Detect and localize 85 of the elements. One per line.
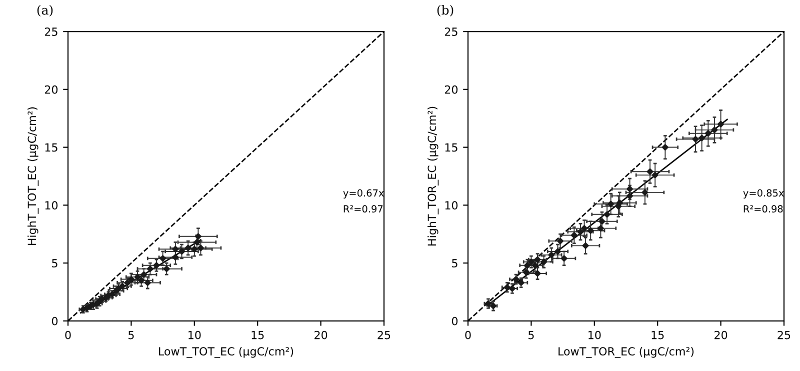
x-tick-label: 15 bbox=[652, 330, 664, 340]
x-tick-label: 5 bbox=[528, 330, 534, 340]
y-axis-title: HighT_TOT_EC (μgC/cm²) bbox=[28, 107, 39, 246]
point bbox=[570, 232, 578, 239]
point bbox=[144, 279, 151, 286]
x-tick-label: 20 bbox=[714, 330, 728, 340]
x-tick-label: 25 bbox=[378, 330, 390, 340]
point bbox=[194, 238, 200, 246]
point bbox=[160, 255, 166, 262]
point bbox=[172, 254, 179, 261]
y-tick-label: 0 bbox=[452, 316, 458, 326]
y-tick-label: 5 bbox=[52, 259, 58, 268]
point bbox=[698, 134, 706, 142]
x-tick-label: 20 bbox=[314, 330, 328, 340]
x-tick-label: 10 bbox=[188, 330, 201, 340]
y-tick-label: 5 bbox=[452, 259, 458, 268]
point bbox=[153, 262, 160, 269]
point bbox=[646, 168, 654, 175]
point bbox=[556, 238, 564, 244]
y-tick-label: 20 bbox=[44, 85, 58, 94]
point bbox=[532, 262, 538, 269]
y-tick-label: 15 bbox=[45, 143, 58, 152]
point bbox=[184, 244, 192, 252]
point bbox=[582, 242, 589, 249]
point bbox=[540, 258, 548, 266]
point bbox=[704, 130, 712, 137]
annotation: y=0.67x bbox=[343, 189, 384, 199]
point bbox=[163, 266, 170, 272]
y-tick-label: 25 bbox=[444, 28, 458, 36]
point bbox=[522, 269, 530, 276]
point bbox=[662, 144, 668, 151]
point bbox=[692, 136, 699, 142]
x-tick-label: 0 bbox=[65, 330, 71, 340]
point bbox=[197, 244, 204, 252]
chart-title: (b) bbox=[437, 5, 454, 16]
point bbox=[652, 172, 658, 178]
x-axis-title: LowT_TOR_EC (μgC/cm²) bbox=[558, 346, 694, 358]
point bbox=[718, 120, 724, 128]
y-tick-label: 10 bbox=[445, 201, 458, 210]
point bbox=[598, 218, 606, 225]
point bbox=[134, 274, 141, 280]
annotation: R²=0.97 bbox=[344, 205, 383, 213]
point bbox=[504, 284, 510, 291]
point bbox=[128, 276, 134, 283]
point bbox=[587, 227, 594, 234]
x-tick-label: 10 bbox=[588, 330, 601, 340]
point bbox=[626, 186, 634, 192]
point bbox=[191, 246, 198, 252]
y-tick-label: 10 bbox=[45, 201, 58, 210]
point bbox=[178, 248, 186, 255]
point bbox=[642, 189, 648, 196]
point bbox=[108, 291, 116, 298]
x-tick-label: 5 bbox=[128, 330, 134, 340]
point bbox=[560, 255, 568, 262]
point bbox=[528, 258, 534, 266]
point bbox=[194, 233, 202, 240]
point bbox=[577, 228, 584, 236]
y-tick-label: 0 bbox=[52, 316, 58, 326]
point bbox=[626, 192, 634, 200]
point bbox=[711, 126, 718, 134]
y-tick-label: 20 bbox=[444, 85, 458, 94]
point bbox=[172, 246, 179, 252]
x-tick-label: 0 bbox=[465, 330, 471, 340]
point bbox=[616, 200, 623, 206]
point bbox=[554, 248, 562, 255]
chart-title: (a) bbox=[37, 5, 53, 16]
y-axis-title: HighT_TOR_EC (μgC/cm²) bbox=[428, 106, 439, 246]
point bbox=[138, 277, 145, 284]
x-tick-label: 15 bbox=[252, 330, 264, 340]
point bbox=[146, 266, 154, 272]
point bbox=[604, 211, 610, 218]
point bbox=[140, 271, 148, 278]
y-tick-label: 15 bbox=[445, 143, 458, 152]
annotation: y=0.85x bbox=[743, 189, 784, 199]
point bbox=[597, 225, 604, 232]
point bbox=[608, 200, 614, 208]
point bbox=[548, 252, 555, 258]
point bbox=[534, 270, 541, 277]
annotation: R²=0.98 bbox=[744, 205, 783, 213]
point bbox=[524, 262, 531, 269]
point bbox=[534, 256, 541, 263]
x-tick-label: 25 bbox=[778, 330, 790, 340]
y-tick-label: 25 bbox=[44, 28, 58, 36]
x-axis-title: LowT_TOT_EC (μgC/cm²) bbox=[159, 346, 294, 358]
point bbox=[580, 225, 588, 232]
